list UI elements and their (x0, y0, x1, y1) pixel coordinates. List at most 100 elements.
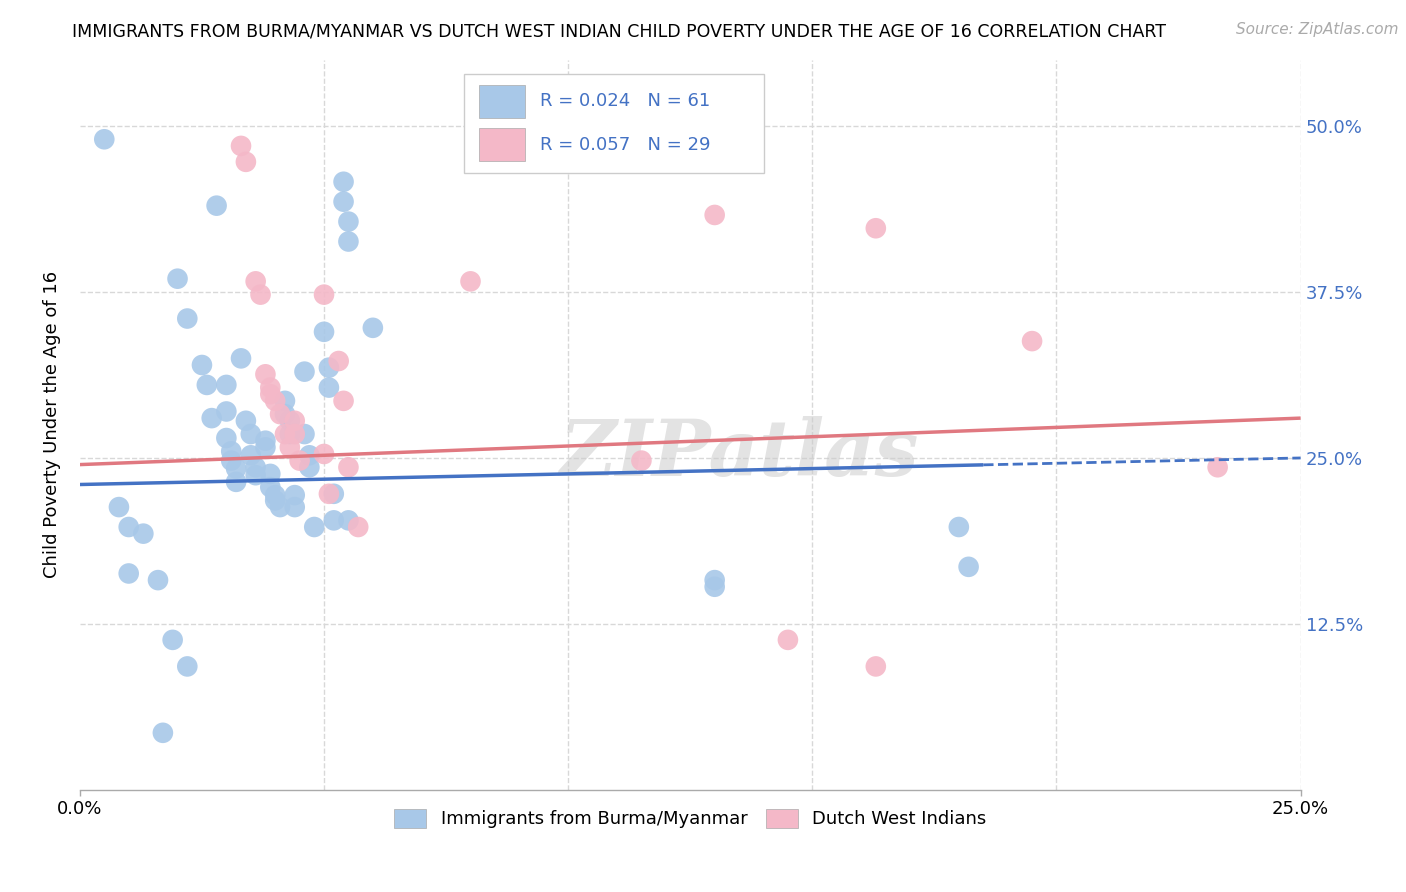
Point (274, 407, 297, 421)
Point (332, 393, 354, 408)
Point (215, 431, 238, 445)
FancyBboxPatch shape (464, 74, 763, 173)
Point (322, 513, 344, 527)
Point (304, 520, 326, 534)
Point (318, 381, 340, 395)
Point (219, 444, 242, 458)
Point (703, 580, 725, 594)
Point (703, 208, 725, 222)
Point (259, 467, 281, 481)
Point (93, 132, 115, 146)
Text: IMMIGRANTS FROM BURMA/MYANMAR VS DUTCH WEST INDIAN CHILD POVERTY UNDER THE AGE O: IMMIGRANTS FROM BURMA/MYANMAR VS DUTCH W… (72, 22, 1166, 40)
Point (318, 487, 340, 501)
Point (239, 448, 262, 462)
Y-axis label: Child Poverty Under the Age of 16: Child Poverty Under the Age of 16 (44, 271, 60, 578)
Point (1206, 460, 1229, 475)
Point (332, 175, 354, 189)
Point (108, 500, 131, 514)
Point (235, 154, 257, 169)
Point (284, 414, 307, 428)
Point (318, 360, 340, 375)
Point (278, 414, 301, 428)
Point (361, 321, 384, 335)
Point (284, 488, 307, 502)
Point (146, 573, 169, 587)
Point (274, 427, 297, 442)
Point (337, 214, 360, 228)
Point (294, 427, 316, 442)
Point (294, 365, 316, 379)
Text: Source: ZipAtlas.com: Source: ZipAtlas.com (1236, 22, 1399, 37)
Point (288, 453, 311, 467)
Point (229, 351, 252, 366)
Point (195, 378, 218, 392)
Point (245, 468, 267, 483)
Point (259, 387, 281, 401)
Point (630, 453, 652, 467)
Point (1021, 334, 1043, 348)
Point (254, 434, 277, 448)
Point (225, 475, 247, 489)
Point (259, 381, 281, 395)
Point (312, 447, 335, 461)
Point (322, 487, 344, 501)
Point (776, 632, 799, 647)
Point (460, 274, 482, 288)
Text: R = 0.024   N = 61: R = 0.024 N = 61 (540, 92, 710, 111)
Point (269, 500, 291, 514)
Point (201, 411, 224, 425)
Text: ZIPatlas: ZIPatlas (560, 416, 918, 492)
Point (298, 460, 321, 475)
Point (264, 393, 287, 408)
Point (245, 274, 267, 288)
Point (957, 559, 980, 574)
Point (166, 271, 188, 285)
Point (264, 488, 287, 502)
Point (118, 566, 141, 581)
Point (274, 393, 297, 408)
Point (191, 358, 214, 372)
Point (298, 448, 321, 462)
Point (249, 287, 271, 301)
Point (215, 378, 238, 392)
Point (328, 354, 350, 368)
Point (865, 221, 887, 235)
Point (152, 726, 174, 740)
Point (229, 139, 252, 153)
Point (347, 520, 370, 534)
Point (219, 453, 242, 467)
Point (278, 440, 301, 454)
Point (337, 460, 360, 475)
Point (337, 235, 360, 249)
Point (176, 659, 198, 673)
Point (284, 500, 307, 514)
Point (176, 311, 198, 326)
Point (118, 520, 141, 534)
Point (703, 573, 725, 587)
Point (269, 407, 291, 421)
Point (284, 427, 307, 442)
Point (264, 493, 287, 508)
Point (245, 460, 267, 475)
Point (259, 480, 281, 494)
Point (205, 199, 228, 213)
Point (948, 520, 970, 534)
Point (278, 427, 301, 442)
Point (337, 513, 360, 527)
Legend: Immigrants from Burma/Myanmar, Dutch West Indians: Immigrants from Burma/Myanmar, Dutch Wes… (387, 802, 994, 836)
Point (239, 427, 262, 442)
Point (162, 632, 184, 647)
Point (132, 526, 155, 541)
Point (332, 194, 354, 209)
Point (225, 461, 247, 475)
Point (215, 404, 238, 418)
Text: R = 0.057   N = 29: R = 0.057 N = 29 (540, 136, 710, 154)
FancyBboxPatch shape (479, 128, 526, 161)
Point (312, 287, 335, 301)
Point (254, 440, 277, 454)
FancyBboxPatch shape (479, 85, 526, 118)
Point (235, 414, 257, 428)
Point (312, 325, 335, 339)
Point (865, 659, 887, 673)
Point (254, 368, 277, 382)
